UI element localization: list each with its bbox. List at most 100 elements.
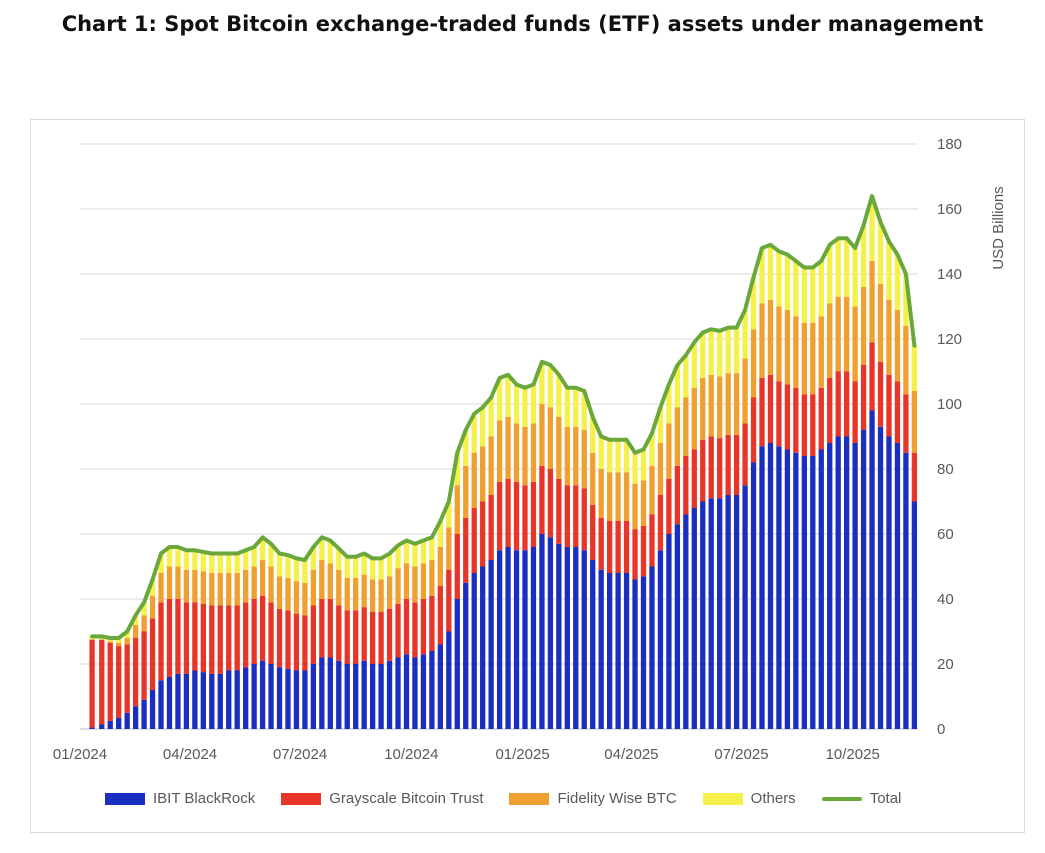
- bar-segment: [632, 452, 638, 484]
- bar-segment: [471, 452, 477, 508]
- bar-segment: [911, 501, 918, 729]
- bar-segment: [513, 550, 520, 729]
- bar-segment: [657, 550, 664, 729]
- bar-segment: [336, 548, 342, 570]
- bar-segment: [378, 664, 384, 729]
- bar-segment: [446, 527, 452, 570]
- bar-segment: [454, 452, 460, 486]
- bar-segment: [869, 261, 875, 343]
- bar-segment: [327, 657, 333, 729]
- bar-segment: [192, 602, 198, 671]
- bar-segment: [505, 417, 511, 479]
- bar-segment: [886, 374, 892, 437]
- x-tick-label: 10/2024: [384, 746, 438, 763]
- bar-segment: [319, 537, 325, 560]
- bar-segment: [581, 550, 587, 729]
- bar-segment: [674, 524, 681, 729]
- bar-segment: [700, 501, 706, 729]
- bar-segment: [852, 306, 858, 382]
- bar-segment: [336, 660, 342, 729]
- bar-segment: [767, 443, 774, 729]
- bar-segment: [319, 599, 325, 658]
- total-series-line: [90, 194, 917, 640]
- bar-segment: [522, 387, 528, 427]
- bar-segment: [344, 556, 350, 578]
- bar-segment: [463, 582, 469, 729]
- bar-segment: [412, 543, 418, 567]
- bar-segment: [480, 566, 486, 729]
- bar-segment: [674, 407, 681, 466]
- bar-segment: [209, 605, 215, 674]
- y-tick-label: 40: [937, 591, 954, 608]
- bar-segment: [733, 434, 740, 495]
- bar-segment: [657, 443, 664, 495]
- bar-segment: [556, 543, 562, 729]
- bar-segment: [378, 612, 384, 664]
- bar-segment: [683, 514, 689, 729]
- bar-segment: [454, 534, 460, 599]
- bar-segment: [141, 602, 147, 616]
- bar-segment: [116, 638, 122, 643]
- bar-segment: [573, 547, 579, 729]
- bar-segment: [742, 358, 748, 424]
- bar-segment: [725, 434, 731, 495]
- bar-segment: [700, 332, 706, 378]
- bar-segment: [547, 365, 554, 408]
- bar-segment: [209, 553, 215, 573]
- bar-segment: [708, 498, 714, 729]
- bar-segment: [894, 309, 901, 382]
- bar-segment: [251, 599, 257, 664]
- bar-segment: [742, 423, 748, 486]
- bar-segment: [606, 472, 613, 521]
- bar-segment: [310, 605, 317, 664]
- bar-segment: [217, 553, 223, 573]
- bar-segment: [539, 404, 545, 466]
- legend-label: Total: [869, 790, 902, 807]
- bar-segment: [784, 449, 791, 729]
- bar-segment: [361, 660, 367, 729]
- bar-segment: [598, 517, 604, 570]
- bar-segment: [623, 573, 630, 729]
- bar-segment: [522, 485, 528, 551]
- bar-segment: [268, 602, 274, 664]
- bar-segment: [124, 638, 130, 645]
- bar-segment: [192, 670, 198, 729]
- bar-segment: [327, 599, 333, 658]
- bar-segment: [158, 602, 164, 681]
- bar-segment: [302, 670, 308, 729]
- bar-segment: [725, 327, 731, 374]
- bar-segment: [615, 573, 621, 729]
- bar-segment: [395, 657, 401, 729]
- bar-segment: [353, 556, 359, 578]
- legend-label: Fidelity Wise BTC: [557, 790, 677, 807]
- bar-segment: [894, 443, 901, 729]
- bar-segment: [623, 521, 630, 573]
- bar-segment: [564, 547, 570, 729]
- bar-segment: [361, 553, 367, 575]
- bar-segment: [590, 452, 596, 505]
- bar-segment: [158, 573, 164, 603]
- bar-segment: [657, 495, 664, 551]
- bar-segment: [776, 381, 782, 447]
- bar-segment: [276, 667, 283, 729]
- bar-segment: [623, 439, 630, 473]
- bar-segment: [869, 342, 875, 411]
- bar-segment: [547, 469, 554, 538]
- x-axis-ticks: 01/2024 04/2024 07/2024 10/2024 01/2025 04/20…: [53, 746, 880, 763]
- bar-segment: [556, 374, 562, 417]
- bar-segment: [877, 283, 884, 362]
- bar-segment: [513, 423, 520, 482]
- bar-segment: [149, 595, 156, 619]
- bar-segment: [336, 569, 342, 606]
- bar-segment: [251, 547, 257, 567]
- bar-segment: [590, 504, 596, 560]
- bar-segment: [556, 478, 562, 544]
- legend-item: Total: [821, 790, 902, 807]
- bar-segment: [209, 573, 215, 606]
- bar-segment: [767, 300, 774, 375]
- bar-segment: [632, 579, 638, 729]
- bar-segment: [116, 642, 122, 647]
- bar-segment: [733, 327, 740, 374]
- bar-segment: [200, 672, 206, 729]
- bar-segment: [606, 439, 613, 473]
